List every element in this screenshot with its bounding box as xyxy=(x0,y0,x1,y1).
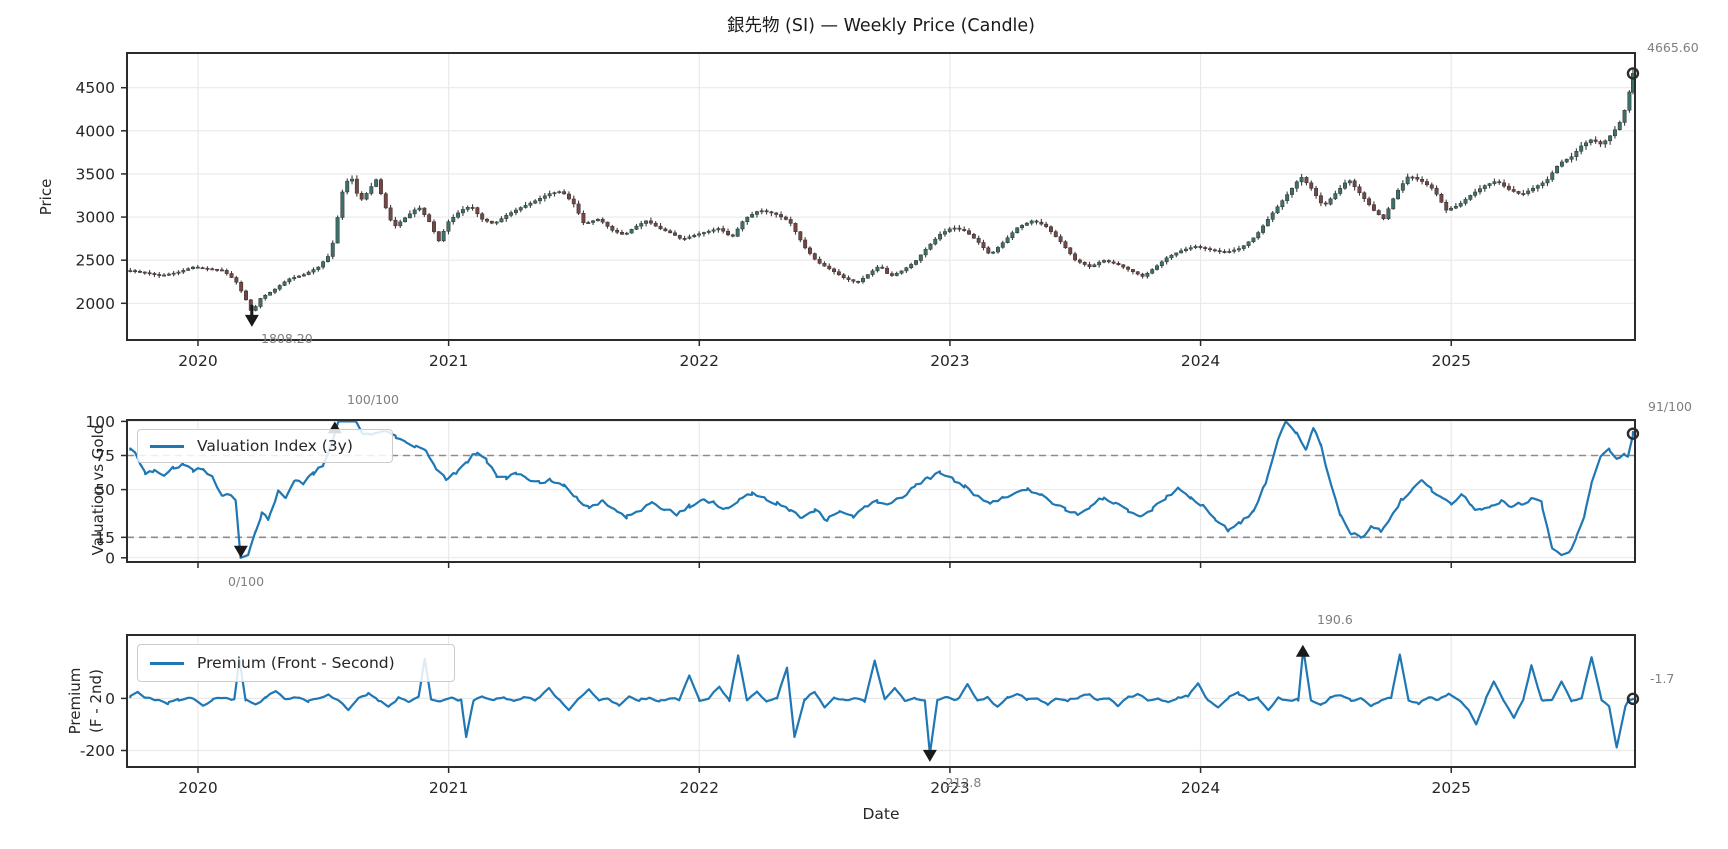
valuation-ytick: 0 xyxy=(105,549,115,567)
axes: 4500 4000 3500 3000 2500 2000 100 75 50 15 0 0 -200 2… xyxy=(76,52,1636,797)
valuation-axis-label: Valuation vs Gold xyxy=(89,424,107,556)
valuation-legend: Valuation Index (3y) xyxy=(137,429,393,463)
xtick-year: 2022 xyxy=(680,352,719,370)
xtick-year: 2022 xyxy=(680,779,719,797)
last-value-marker xyxy=(1626,692,1640,706)
annotation-valuation-max: 100/100 xyxy=(347,392,399,407)
price-ytick: 2000 xyxy=(76,295,115,313)
dashed-guides xyxy=(127,454,1635,539)
min-marker-arrow xyxy=(922,749,937,762)
xtick-year: 2023 xyxy=(930,352,969,370)
price-ytick: 3500 xyxy=(76,165,115,183)
price-axis-label: Price xyxy=(37,178,55,216)
xtick-year: 2024 xyxy=(1181,779,1220,797)
xtick-year: 2020 xyxy=(178,352,217,370)
xtick-year: 2021 xyxy=(429,779,468,797)
max-marker-arrow xyxy=(1295,644,1310,657)
premium-legend: Premium (Front - Second) xyxy=(137,644,455,682)
valuation-legend-label: Valuation Index (3y) xyxy=(197,437,353,455)
xtick-year: 2021 xyxy=(429,352,468,370)
valuation-ytick: 75 xyxy=(95,447,115,465)
annotation-premium-min: -212.8 xyxy=(941,775,982,790)
premium-ytick: 0 xyxy=(105,690,115,708)
price-ytick: 4000 xyxy=(76,122,115,140)
valuation-legend-line-swatch xyxy=(150,444,184,448)
premium-ytick: -200 xyxy=(80,742,115,760)
annotation-last-price: 4665.60 xyxy=(1647,40,1699,55)
xtick-year: 2020 xyxy=(178,779,217,797)
min-marker-arrow xyxy=(233,545,248,558)
annotation-valuation-min: 0/100 xyxy=(228,574,265,589)
last-value-marker xyxy=(1626,67,1640,80)
candlestick-series xyxy=(128,69,1635,320)
annotation-valuation-last: 91/100 xyxy=(1648,399,1692,414)
date-axis-label: Date xyxy=(862,805,900,823)
premium-line xyxy=(129,647,1635,755)
annotation-premium-max: 190.6 xyxy=(1317,612,1353,627)
premium-legend-label: Premium (Front - Second) xyxy=(197,654,395,672)
price-ytick: 3000 xyxy=(76,209,115,227)
valuation-ytick: 100 xyxy=(85,413,115,431)
gridlines xyxy=(127,53,1635,767)
premium-axis-label: Premium (F - 2nd) xyxy=(66,667,105,735)
chart-title: 銀先物 (SI) — Weekly Price (Candle) xyxy=(726,16,1036,36)
annotation-price-low: 1808.20 xyxy=(261,331,313,346)
premium-legend-line-swatch xyxy=(150,661,184,665)
xtick-year: 2025 xyxy=(1431,779,1470,797)
valuation-ytick: 15 xyxy=(95,529,115,547)
xtick-year: 2024 xyxy=(1181,352,1220,370)
xtick-year: 2023 xyxy=(930,779,969,797)
last-value-marker xyxy=(1626,427,1640,440)
min-marker-arrow xyxy=(244,314,259,327)
xtick-year: 2025 xyxy=(1431,352,1470,370)
annotation-premium-last: -1.7 xyxy=(1650,671,1675,686)
price-ytick: 2500 xyxy=(76,252,115,270)
price-ytick: 4500 xyxy=(76,79,115,97)
valuation-ytick: 50 xyxy=(95,481,115,499)
